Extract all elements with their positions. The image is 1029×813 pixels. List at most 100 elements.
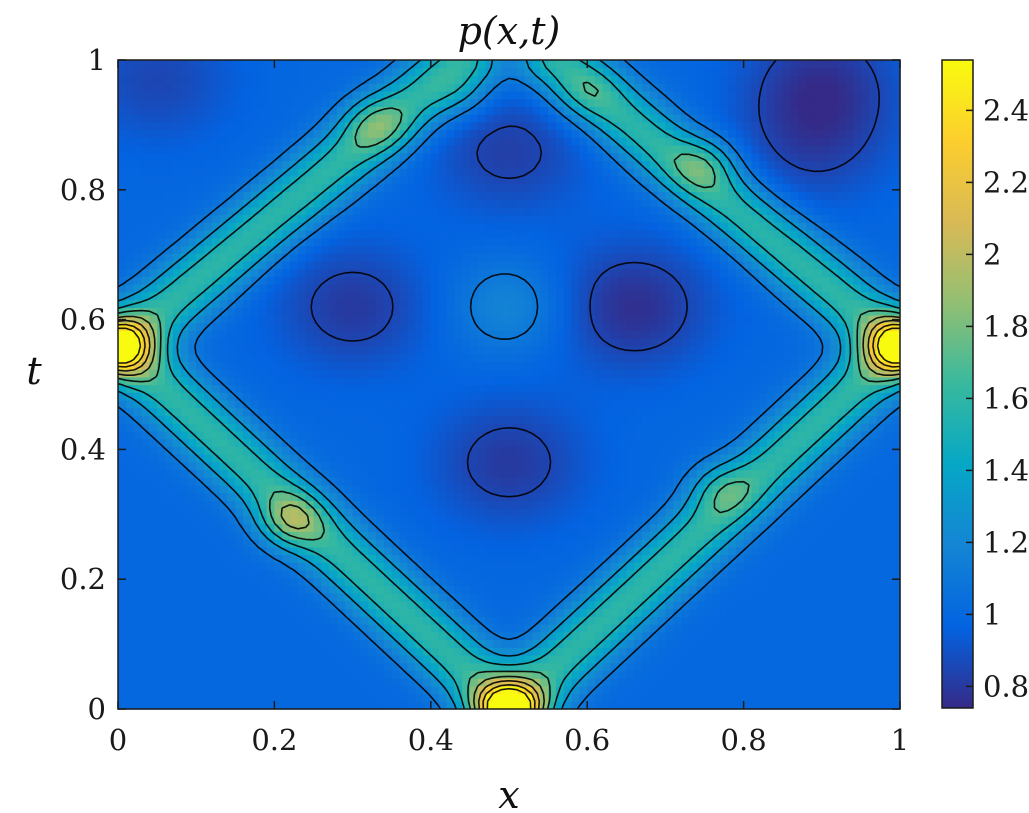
heatmap-cell [618,399,627,409]
heatmap-cell [626,670,635,679]
heatmap-cell [876,562,885,571]
heatmap-cell [352,662,362,671]
heatmap-cell [446,338,455,347]
heatmap-cell [767,484,776,494]
heatmap-cell [681,399,690,409]
heatmap-cell [610,369,620,378]
heatmap-cell [665,608,674,617]
heatmap-cell [227,384,236,393]
heatmap-cell [118,670,127,679]
heatmap-cell [555,330,565,339]
heatmap-cell [149,693,158,702]
heatmap-cell [673,369,682,378]
heatmap-cell [806,415,815,424]
heatmap-cell [211,392,221,401]
heatmap-cell [845,701,854,710]
heatmap-cell [352,492,362,501]
heatmap-cell [876,600,885,610]
heatmap-cell [383,330,393,339]
heatmap-cell [516,438,526,447]
heatmap-cell [657,423,666,432]
heatmap-cell [868,600,878,610]
heatmap-cell [376,461,385,471]
heatmap-cell [516,353,526,362]
heatmap-cell [876,685,885,695]
heatmap-cell [681,546,690,556]
heatmap-cell [454,631,463,641]
heatmap-cell [853,670,862,679]
heatmap-cell [204,569,213,579]
heatmap-cell [602,508,612,517]
heatmap-cell [258,523,268,532]
heatmap-cell [516,345,526,355]
heatmap-cell [751,608,760,617]
heatmap-cell [860,322,870,332]
heatmap-cell [133,585,143,594]
heatmap-cell [305,338,315,347]
heatmap-cell [735,353,745,362]
heatmap-cell [571,508,580,517]
heatmap-cell [813,492,823,501]
heatmap-cell [602,361,612,370]
heatmap-cell [336,492,346,501]
heatmap-cell [790,616,799,625]
heatmap-cell [516,322,526,332]
heatmap-cell [618,678,627,687]
heatmap-cell [837,577,846,586]
heatmap-cell [227,338,236,347]
heatmap-cell [227,585,236,594]
heatmap-cell [571,585,580,594]
heatmap-cell [681,461,690,471]
heatmap-cell [727,662,737,671]
heatmap-cell [329,423,338,432]
heatmap-cell [509,631,518,641]
heatmap-cell [516,701,526,710]
heatmap-cell [118,608,127,617]
heatmap-cell [532,430,541,440]
heatmap-cell [266,469,275,478]
heatmap-cell [798,484,807,494]
heatmap-cell [720,562,729,571]
heatmap-cell [211,515,221,525]
heatmap-cell [681,508,690,517]
heatmap-cell [774,446,784,455]
heatmap-cell [509,330,518,339]
heatmap-cell [391,484,401,494]
heatmap-cell [501,624,510,633]
heatmap-cell [422,461,432,471]
heatmap-cell [657,384,666,393]
heatmap-cell [219,469,229,478]
heatmap-cell [336,415,346,424]
heatmap-cell [204,338,213,347]
heatmap-cell [618,546,627,556]
heatmap-cell [422,639,432,648]
heatmap-cell [759,338,768,347]
heatmap-cell [211,330,221,339]
heatmap-cell [587,577,596,586]
heatmap-cell [876,593,885,602]
heatmap-cell [493,415,502,424]
heatmap-cell [211,678,221,687]
heatmap-cell [180,531,189,540]
heatmap-cell [250,647,260,656]
heatmap-cell [743,562,753,571]
heatmap-cell [141,384,150,393]
heatmap-cell [610,392,620,401]
heatmap-cell [712,654,721,664]
heatmap-cell [673,508,682,517]
heatmap-cell [274,438,283,447]
heatmap-cell [360,670,369,679]
heatmap-cell [868,670,878,679]
heatmap-cell [884,438,893,447]
heatmap-cell [767,539,776,548]
heatmap-cell [892,392,901,401]
heatmap-cell [727,399,737,409]
heatmap-cell [157,392,166,401]
heatmap-cell [219,376,229,386]
heatmap-cell [610,353,620,362]
heatmap-cell [532,546,541,556]
heatmap-cell [376,523,385,532]
heatmap-cell [837,361,846,370]
heatmap-cell [610,500,620,509]
heatmap-cell [407,539,416,548]
